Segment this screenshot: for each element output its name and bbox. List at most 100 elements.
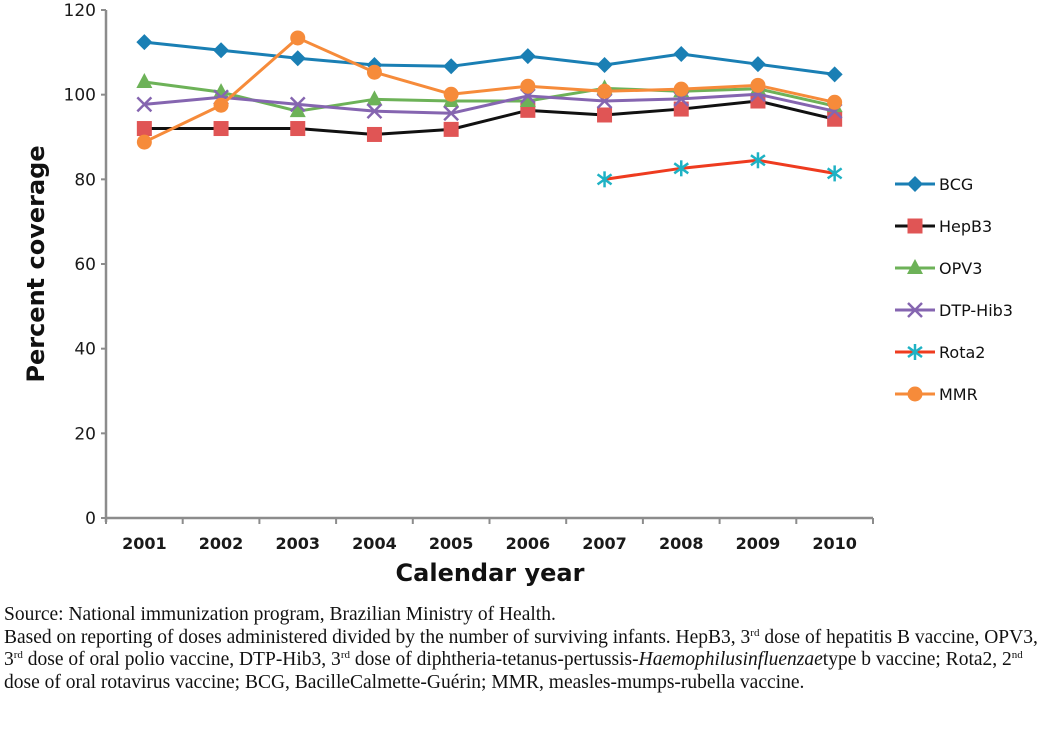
caption-text: type b vaccine; Rota2, 2: [822, 649, 1012, 670]
caption-text: dose of hepatitis B vaccine, OPV3, 3: [4, 626, 1038, 671]
series-layer: [136, 30, 843, 188]
data-point-mmr: [213, 97, 229, 113]
figure-caption: Source: National immunization program, B…: [4, 604, 1044, 694]
data-point-hepb3: [366, 126, 382, 142]
x-tick-label: 2002: [199, 534, 244, 553]
x-tick-label: 2004: [352, 534, 397, 553]
series-dtp-hib3: [136, 86, 843, 122]
series-line-mmr: [143, 36, 835, 144]
data-point-dtp-hib3: [366, 103, 383, 120]
x-marker-stroke: [443, 105, 460, 122]
data-point-opv3: [366, 90, 383, 106]
data-point-bcg: [289, 50, 306, 67]
y-tick-label: 0: [85, 509, 96, 529]
data-point-hepb3: [136, 121, 152, 137]
data-point-bcg: [213, 42, 230, 59]
ordinal-superscript: nd: [1011, 649, 1023, 661]
ordinal-superscript: rd: [340, 649, 350, 661]
legend-label: MMR: [939, 385, 978, 404]
data-point-rota2: [673, 160, 689, 177]
data-point-mmr: [520, 78, 536, 94]
legend-item-mmr: MMR: [895, 385, 978, 404]
legend: BCG HepB3 OPV3 DTP-Hib3 Rota2 MMR: [895, 175, 1013, 404]
caption-text: dose of oral polio vaccine, DTP-Hib3, 3: [22, 649, 341, 670]
data-point-mmr: [290, 30, 306, 46]
data-point-opv3: [136, 72, 153, 88]
star-marker-stroke: [907, 345, 923, 359]
data-point-opv3: [519, 92, 536, 108]
data-point-hepb3: [443, 121, 459, 137]
data-point-dtp-hib3: [443, 105, 460, 122]
caption-note: Based on reporting of doses administered…: [4, 627, 1044, 695]
x-tick-label: 2001: [122, 534, 167, 553]
data-point-dtp-hib3: [136, 96, 153, 113]
series-line-hepb3: [144, 99, 835, 136]
legend-label: HepB3: [939, 217, 992, 236]
data-point-dtp-hib3: [289, 96, 306, 113]
star-marker-stroke: [826, 167, 843, 180]
series-line-bcg: [144, 40, 835, 76]
data-point-mmr: [136, 134, 152, 150]
y-tick-label: 80: [74, 170, 96, 190]
x-tick-label: 2005: [429, 534, 474, 553]
legend-label: OPV3: [939, 259, 982, 278]
caption-source: Source: National immunization program, B…: [4, 604, 556, 625]
y-tick-label: 120: [64, 1, 96, 21]
legend-item-rota2: Rota2: [895, 343, 985, 362]
data-point-rota2: [596, 171, 613, 188]
x-marker-stroke: [289, 96, 306, 113]
x-marker-stroke: [136, 96, 153, 113]
y-tick-label: 60: [74, 255, 96, 275]
series-mmr: [136, 30, 843, 150]
data-point-hepb3: [827, 111, 843, 127]
data-point-bcg: [136, 34, 153, 51]
data-point-bcg: [519, 48, 536, 65]
data-point-bcg: [749, 56, 766, 73]
series-line-dtp-hib3: [144, 92, 835, 115]
y-tick-label: 100: [64, 86, 96, 106]
ordinal-superscript: rd: [750, 626, 760, 639]
star-marker-stroke: [750, 154, 766, 167]
legend-marker: [907, 344, 923, 360]
legend-label: BCG: [939, 175, 973, 194]
data-point-bcg: [596, 57, 613, 74]
legend-marker: [907, 176, 923, 192]
star-marker-stroke: [596, 173, 613, 186]
x-tick-label: 2010: [812, 534, 857, 553]
x-tick-label: 2008: [659, 534, 704, 553]
legend-marker: [907, 302, 923, 318]
data-point-bcg: [443, 58, 460, 75]
data-point-hepb3: [290, 121, 306, 137]
caption-text: dose of diphtheria-tetanus-pertussis-: [349, 649, 639, 670]
data-point-hepb3: [673, 101, 689, 117]
series-line-rota2: [604, 158, 835, 181]
line-chart: 0 20 40 60 80 100 120 2001 2002 2003 2004 2005 2006…: [22, 1, 1013, 587]
legend-marker: [907, 259, 923, 274]
x-axis-title: Calendar year: [396, 559, 585, 587]
legend-item-opv3: OPV3: [895, 259, 982, 278]
data-point-mmr: [673, 81, 689, 97]
caption-text: dose of oral rotavirus vaccine; BCG, Bac…: [4, 671, 805, 693]
legend-marker: [907, 386, 923, 402]
legend-item-dtp-hib3: DTP-Hib3: [895, 301, 1013, 320]
data-point-hepb3: [213, 121, 229, 137]
y-tick-label: 40: [74, 340, 96, 360]
x-marker-stroke: [907, 302, 923, 318]
x-marker-stroke: [366, 103, 383, 120]
x-tick-label: 2007: [582, 534, 627, 553]
data-point-bcg: [826, 66, 843, 83]
x-tick-label: 2006: [506, 534, 551, 553]
data-point-rota2: [750, 152, 766, 169]
legend-marker: [907, 218, 923, 234]
star-marker-stroke: [673, 162, 689, 175]
x-axis: 2001 2002 2003 2004 2005 2006 2007 2008 2009 2010: [105, 516, 874, 553]
legend-label: Rota2: [939, 343, 985, 362]
data-point-mmr: [443, 86, 459, 102]
y-axis-title: Percent coverage: [22, 145, 50, 382]
legend-item-hepb3: HepB3: [895, 217, 992, 236]
data-point-mmr: [366, 64, 382, 80]
data-point-bcg: [673, 46, 690, 63]
y-tick-label: 20: [74, 424, 96, 444]
data-point-mmr: [597, 83, 613, 99]
legend-label: DTP-Hib3: [939, 301, 1013, 320]
